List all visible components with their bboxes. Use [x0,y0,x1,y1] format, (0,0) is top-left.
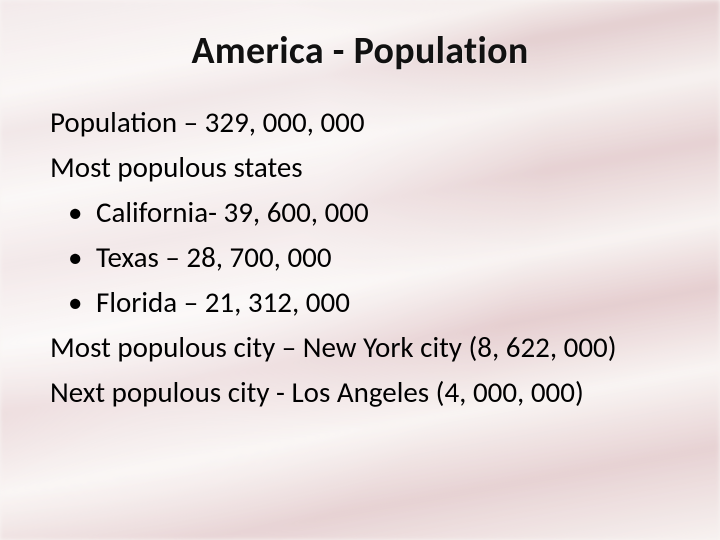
population-line: Population – 329, 000, 000 [50,100,670,145]
slide-title: America - Population [50,28,670,74]
city-line: Most populous city – New York city (8, 6… [50,325,670,370]
states-list: California- 39, 600, 000 Texas – 28, 700… [50,190,670,325]
state-item-label: California- 39, 600, 000 [96,194,369,230]
list-item: Florida – 21, 312, 000 [50,280,670,325]
list-item: Texas – 28, 700, 000 [50,235,670,280]
slide-body: Population – 329, 000, 000 Most populous… [50,100,670,415]
slide: America - Population Population – 329, 0… [0,0,720,540]
city-line: Next populous city - Los Angeles (4, 000… [50,370,670,415]
state-item-label: Texas – 28, 700, 000 [96,239,332,275]
state-item-label: Florida – 21, 312, 000 [96,284,350,320]
list-item: California- 39, 600, 000 [50,190,670,235]
states-header: Most populous states [50,145,670,190]
